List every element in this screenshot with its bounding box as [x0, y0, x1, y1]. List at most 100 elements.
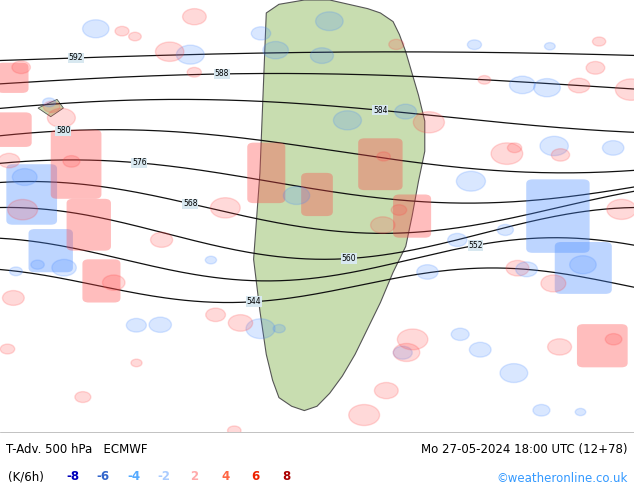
Circle shape [616, 79, 634, 100]
Text: 2: 2 [191, 470, 198, 483]
Text: -8: -8 [67, 470, 79, 483]
Circle shape [82, 20, 109, 38]
Circle shape [131, 359, 142, 367]
Circle shape [393, 346, 412, 359]
Circle shape [534, 78, 560, 97]
Circle shape [389, 39, 404, 49]
Circle shape [602, 141, 624, 155]
FancyBboxPatch shape [0, 63, 29, 93]
Circle shape [126, 318, 146, 332]
Circle shape [515, 262, 538, 277]
Text: 8: 8 [281, 470, 290, 483]
Text: 588: 588 [215, 70, 229, 78]
Circle shape [391, 205, 406, 215]
Circle shape [228, 426, 241, 435]
Circle shape [115, 26, 129, 36]
Circle shape [393, 343, 420, 362]
Circle shape [311, 48, 333, 64]
Circle shape [43, 101, 60, 113]
Circle shape [52, 259, 76, 276]
Circle shape [417, 265, 438, 279]
Circle shape [251, 27, 271, 40]
Circle shape [263, 42, 288, 59]
Circle shape [541, 275, 566, 292]
Circle shape [592, 37, 605, 46]
Text: 580: 580 [56, 126, 70, 135]
Circle shape [607, 199, 634, 220]
Circle shape [129, 32, 141, 41]
Circle shape [507, 143, 522, 153]
Circle shape [103, 275, 125, 290]
Circle shape [3, 291, 24, 305]
Circle shape [371, 217, 395, 233]
Text: 576: 576 [132, 158, 147, 168]
Text: 592: 592 [69, 53, 83, 62]
Circle shape [210, 197, 240, 218]
FancyBboxPatch shape [6, 164, 57, 225]
Text: -4: -4 [127, 470, 140, 483]
FancyBboxPatch shape [358, 138, 403, 190]
FancyBboxPatch shape [67, 199, 111, 251]
Circle shape [48, 108, 75, 127]
Circle shape [205, 256, 217, 264]
Circle shape [246, 319, 275, 339]
Circle shape [75, 392, 91, 402]
Circle shape [0, 344, 15, 354]
Circle shape [540, 136, 568, 156]
FancyBboxPatch shape [393, 195, 431, 238]
Text: (K/6h): (K/6h) [8, 470, 44, 483]
Circle shape [500, 364, 527, 383]
Circle shape [283, 187, 310, 204]
Circle shape [8, 199, 37, 220]
Text: -2: -2 [158, 470, 171, 483]
FancyBboxPatch shape [555, 242, 612, 294]
FancyBboxPatch shape [577, 324, 628, 368]
Circle shape [187, 68, 202, 77]
Polygon shape [38, 99, 63, 117]
Circle shape [552, 148, 569, 161]
Circle shape [575, 408, 586, 416]
Circle shape [228, 315, 252, 331]
Circle shape [478, 75, 491, 84]
Circle shape [568, 78, 590, 93]
Circle shape [273, 324, 285, 333]
Circle shape [398, 329, 428, 350]
Circle shape [413, 112, 444, 133]
Text: ©weatheronline.co.uk: ©weatheronline.co.uk [496, 472, 628, 486]
Circle shape [570, 256, 596, 274]
Circle shape [491, 143, 522, 165]
Text: Mo 27-05-2024 18:00 UTC (12+78): Mo 27-05-2024 18:00 UTC (12+78) [421, 442, 628, 456]
Circle shape [176, 45, 204, 64]
Circle shape [605, 334, 622, 345]
Circle shape [183, 9, 206, 25]
Circle shape [456, 172, 486, 191]
FancyBboxPatch shape [301, 173, 333, 216]
Polygon shape [254, 0, 425, 411]
Circle shape [12, 61, 30, 74]
Circle shape [448, 233, 467, 246]
Text: 6: 6 [251, 470, 260, 483]
Circle shape [375, 383, 398, 399]
Text: 4: 4 [221, 470, 230, 483]
FancyBboxPatch shape [51, 130, 101, 199]
FancyBboxPatch shape [247, 143, 285, 203]
Circle shape [395, 104, 417, 119]
Circle shape [377, 152, 391, 161]
Circle shape [31, 260, 44, 269]
Circle shape [349, 405, 380, 425]
Circle shape [150, 232, 172, 247]
Circle shape [548, 339, 571, 355]
Circle shape [149, 317, 171, 332]
Circle shape [63, 156, 80, 167]
Circle shape [469, 343, 491, 357]
Text: 584: 584 [373, 106, 387, 115]
Text: -6: -6 [97, 470, 110, 483]
Circle shape [510, 76, 535, 94]
FancyBboxPatch shape [0, 112, 32, 147]
Circle shape [316, 12, 343, 30]
Circle shape [12, 169, 37, 185]
Text: 568: 568 [183, 199, 197, 208]
Circle shape [155, 42, 184, 61]
Circle shape [451, 328, 469, 341]
Text: 560: 560 [341, 254, 356, 263]
